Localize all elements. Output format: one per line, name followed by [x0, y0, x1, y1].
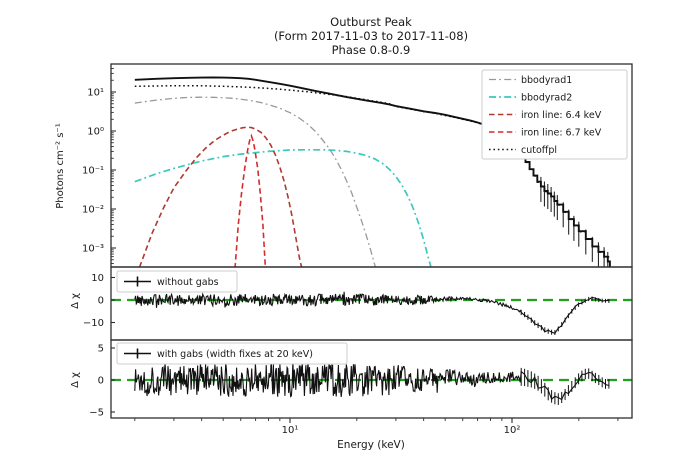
ytick-label-residual2: 5 — [98, 344, 104, 355]
legend-box — [116, 342, 348, 365]
legend-label-2: iron line: 6.4 keV — [521, 110, 602, 121]
panel-spine-2 — [110, 339, 633, 419]
residual-panel-0 — [111, 291, 632, 335]
title-line-3: Phase 0.8-0.9 — [332, 43, 411, 57]
residual2-legend — [116, 342, 348, 365]
ytick-label-spectrum: 10⁻¹ — [82, 166, 104, 177]
spectrum-legend — [481, 69, 628, 160]
xtick-label: 10² — [504, 425, 521, 436]
x-axis-label: Energy (keV) — [337, 439, 405, 451]
legend-box — [481, 69, 628, 160]
ytick-label-residual1: 0 — [98, 296, 104, 307]
ytick-label-spectrum: 10⁻³ — [82, 244, 104, 255]
legend-box — [116, 270, 238, 293]
residual-trace — [134, 358, 610, 401]
series-iron-line-6-7-kev — [234, 133, 267, 267]
ytick-label-residual1: −10 — [83, 318, 104, 329]
title-line-1: Outburst Peak — [330, 15, 412, 29]
residual1-legend-label: without gabs — [157, 277, 219, 288]
legend-label-4: cutoffpl — [521, 145, 557, 156]
series-iron-line-6-4-kev — [138, 126, 303, 267]
ytick-label-spectrum: 10¹ — [87, 88, 104, 99]
residual-trace — [134, 291, 609, 334]
legend-label-0: bbodyrad1 — [521, 75, 572, 86]
legend-label-3: iron line: 6.7 keV — [521, 127, 602, 138]
ytick-label-spectrum: 10⁻² — [82, 205, 104, 216]
generated-plot-layer: 10¹ 10⁰ 10⁻¹ 10⁻² 10⁻³ 10 0 −10 5 0 −5 10¹ 10² bbodyr… — [82, 63, 633, 436]
series-bbodyrad1 — [134, 96, 377, 267]
legend-label-1: bbodyrad2 — [521, 92, 572, 103]
xtick-label: 10¹ — [282, 425, 299, 436]
residual-panel-1 — [111, 358, 632, 405]
title-line-2: (Form 2017-11-03 to 2017-11-08) — [274, 29, 468, 43]
residual2-legend-label: with gabs (width fixes at 20 keV) — [157, 349, 313, 360]
ytick-label-residual2: −5 — [89, 408, 104, 419]
residual2-ylabel: Δ χ — [70, 372, 81, 388]
ytick-label-residual2: 0 — [98, 376, 104, 387]
ytick-label-residual1: 10 — [91, 273, 104, 284]
ytick-label-spectrum: 10⁰ — [87, 127, 104, 138]
series-bbodyrad2 — [134, 148, 432, 267]
residual1-legend — [116, 270, 238, 293]
spectrum-ylabel: Photons cm⁻² s⁻¹ — [55, 123, 66, 208]
residual1-ylabel: Δ χ — [70, 293, 81, 309]
